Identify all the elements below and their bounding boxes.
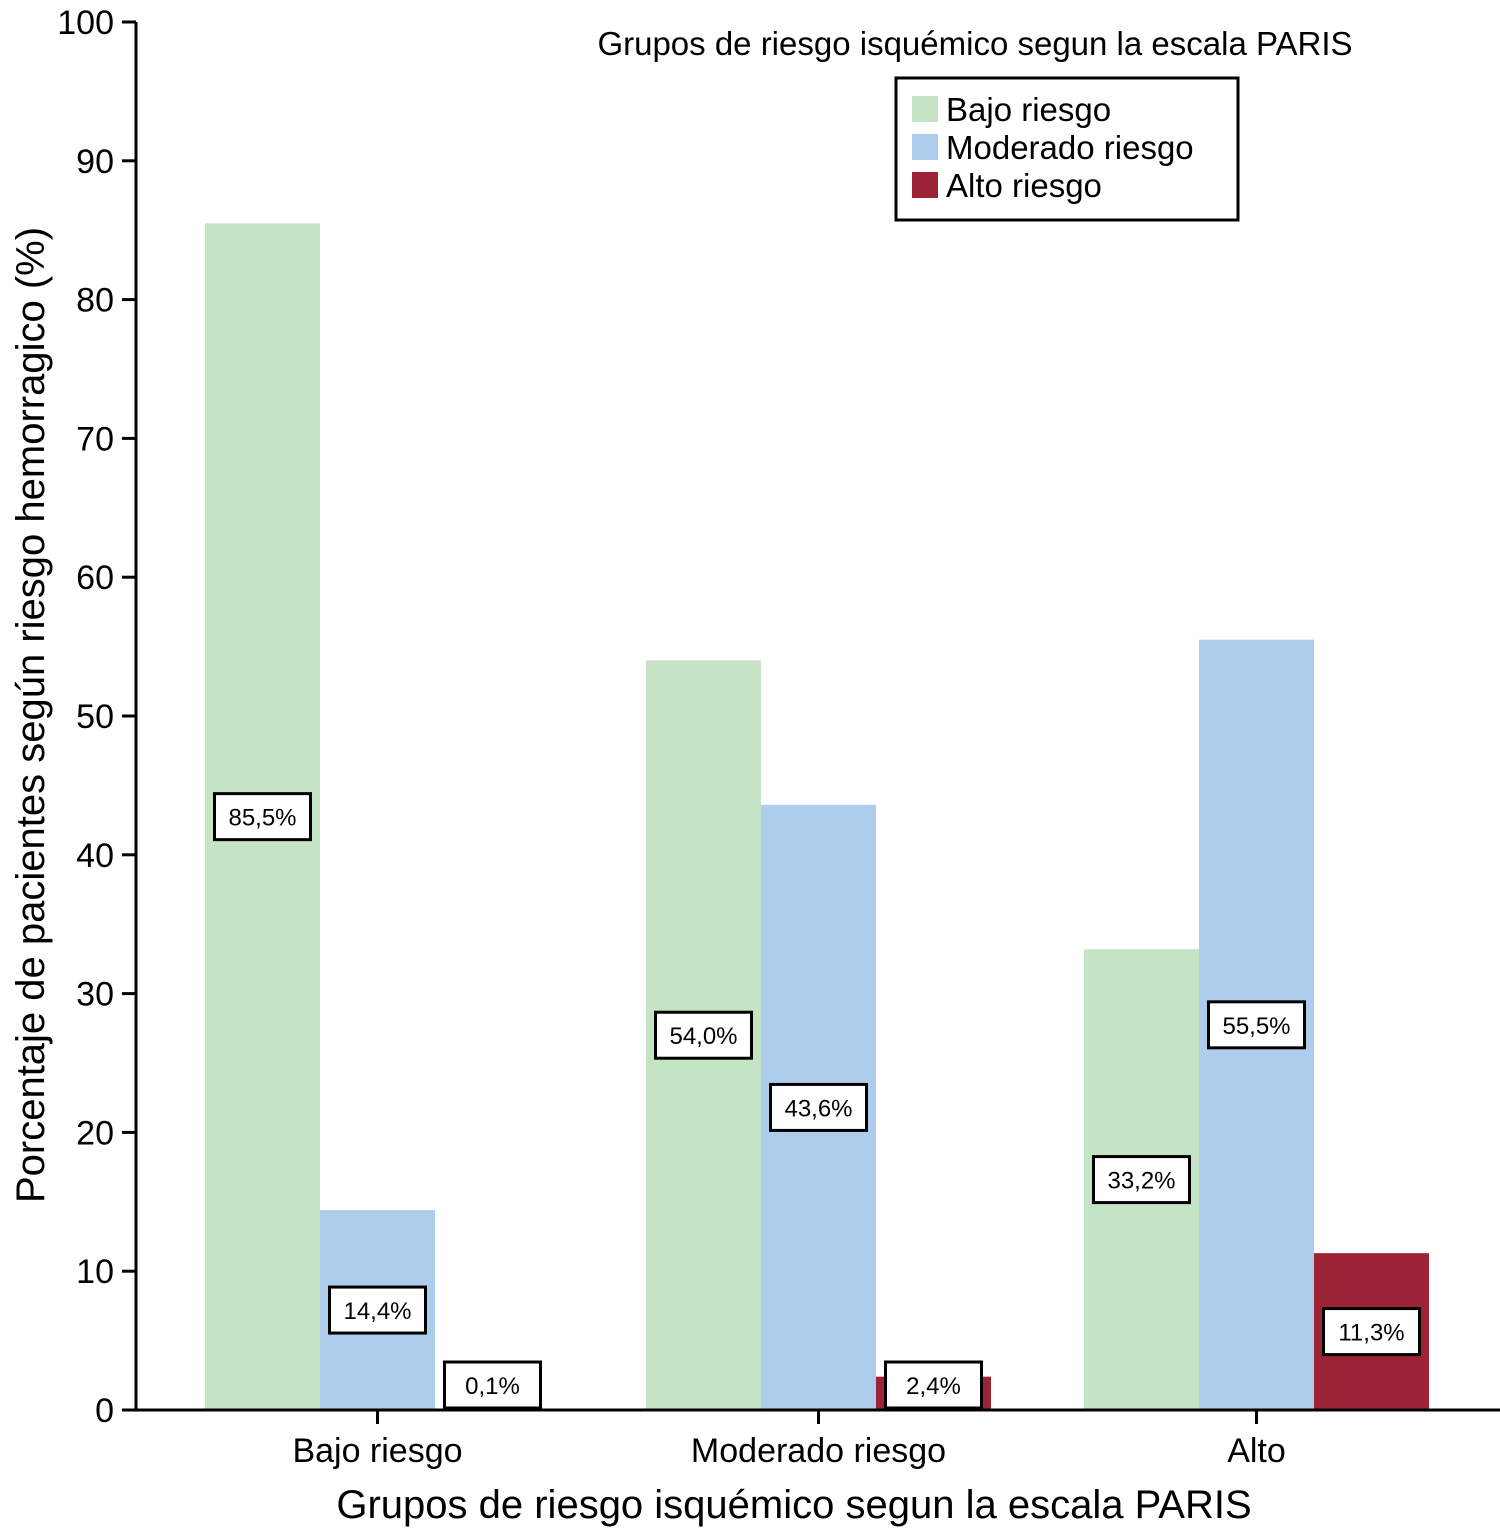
data-label-box	[1092, 1155, 1191, 1205]
y-tick-label: 100	[57, 4, 114, 42]
data-label-box	[884, 1360, 983, 1410]
data-label: 11,3%	[1338, 1320, 1404, 1347]
y-tick-label: 50	[76, 698, 114, 736]
y-tick-label: 30	[76, 976, 114, 1014]
data-label: 0,1%	[465, 1373, 520, 1400]
data-label: 33,2%	[1107, 1168, 1175, 1195]
y-tick-label: 20	[76, 1114, 114, 1152]
y-tick-label: 0	[95, 1392, 114, 1430]
legend-entry: Moderado riesgo	[946, 129, 1194, 166]
data-label-box	[1322, 1307, 1421, 1357]
x-category-label: Moderado riesgo	[691, 1432, 946, 1470]
legend-entry: Bajo riesgo	[946, 91, 1111, 128]
data-label: 43,6%	[784, 1095, 852, 1122]
y-tick-label: 10	[76, 1253, 114, 1291]
y-tick-label: 60	[76, 559, 114, 597]
y-tick-label: 70	[76, 420, 114, 458]
data-label-box	[769, 1082, 868, 1132]
data-label: 2,4%	[906, 1373, 961, 1400]
data-label: 55,5%	[1222, 1013, 1290, 1040]
y-tick-label: 40	[76, 837, 114, 875]
data-label-box	[213, 792, 312, 842]
x-category-label: Alto	[1227, 1432, 1286, 1470]
legend: Grupos de riesgo isquémico segun la esca…	[597, 25, 1353, 222]
legend-swatch	[912, 134, 938, 160]
data-label-box	[443, 1360, 542, 1410]
data-label-box	[328, 1285, 427, 1335]
data-label: 85,5%	[228, 805, 296, 832]
x-category-label: Bajo riesgo	[292, 1432, 462, 1470]
data-label-box	[1207, 1000, 1306, 1050]
legend-swatch	[912, 96, 938, 122]
x-ticks: Bajo riesgo Moderado riesgo Alto	[292, 1410, 1286, 1470]
y-axis-title: Porcentaje de pacientes según riesgo hem…	[9, 227, 53, 1203]
data-label-box	[654, 1010, 753, 1060]
legend-box	[894, 76, 1240, 222]
y-ticks: 0 10 20 30 40 50 60 70 80 90 100	[57, 4, 136, 1430]
legend-swatch	[912, 172, 938, 198]
y-tick-label: 90	[76, 143, 114, 181]
data-label: 54,0%	[669, 1023, 737, 1050]
data-labels: 85,5% 14,4% 0,1% 54,0% 43,6% 2,4% 33,2% 55,5% 11…	[213, 792, 1421, 1410]
bars-layer	[205, 223, 1429, 1410]
x-axis-title: Grupos de riesgo isquémico segun la esca…	[336, 1483, 1251, 1527]
data-label: 14,4%	[343, 1298, 411, 1325]
legend-entry: Alto riesgo	[946, 167, 1102, 204]
y-tick-label: 80	[76, 282, 114, 320]
legend-title: Grupos de riesgo isquémico segun la esca…	[597, 25, 1352, 62]
